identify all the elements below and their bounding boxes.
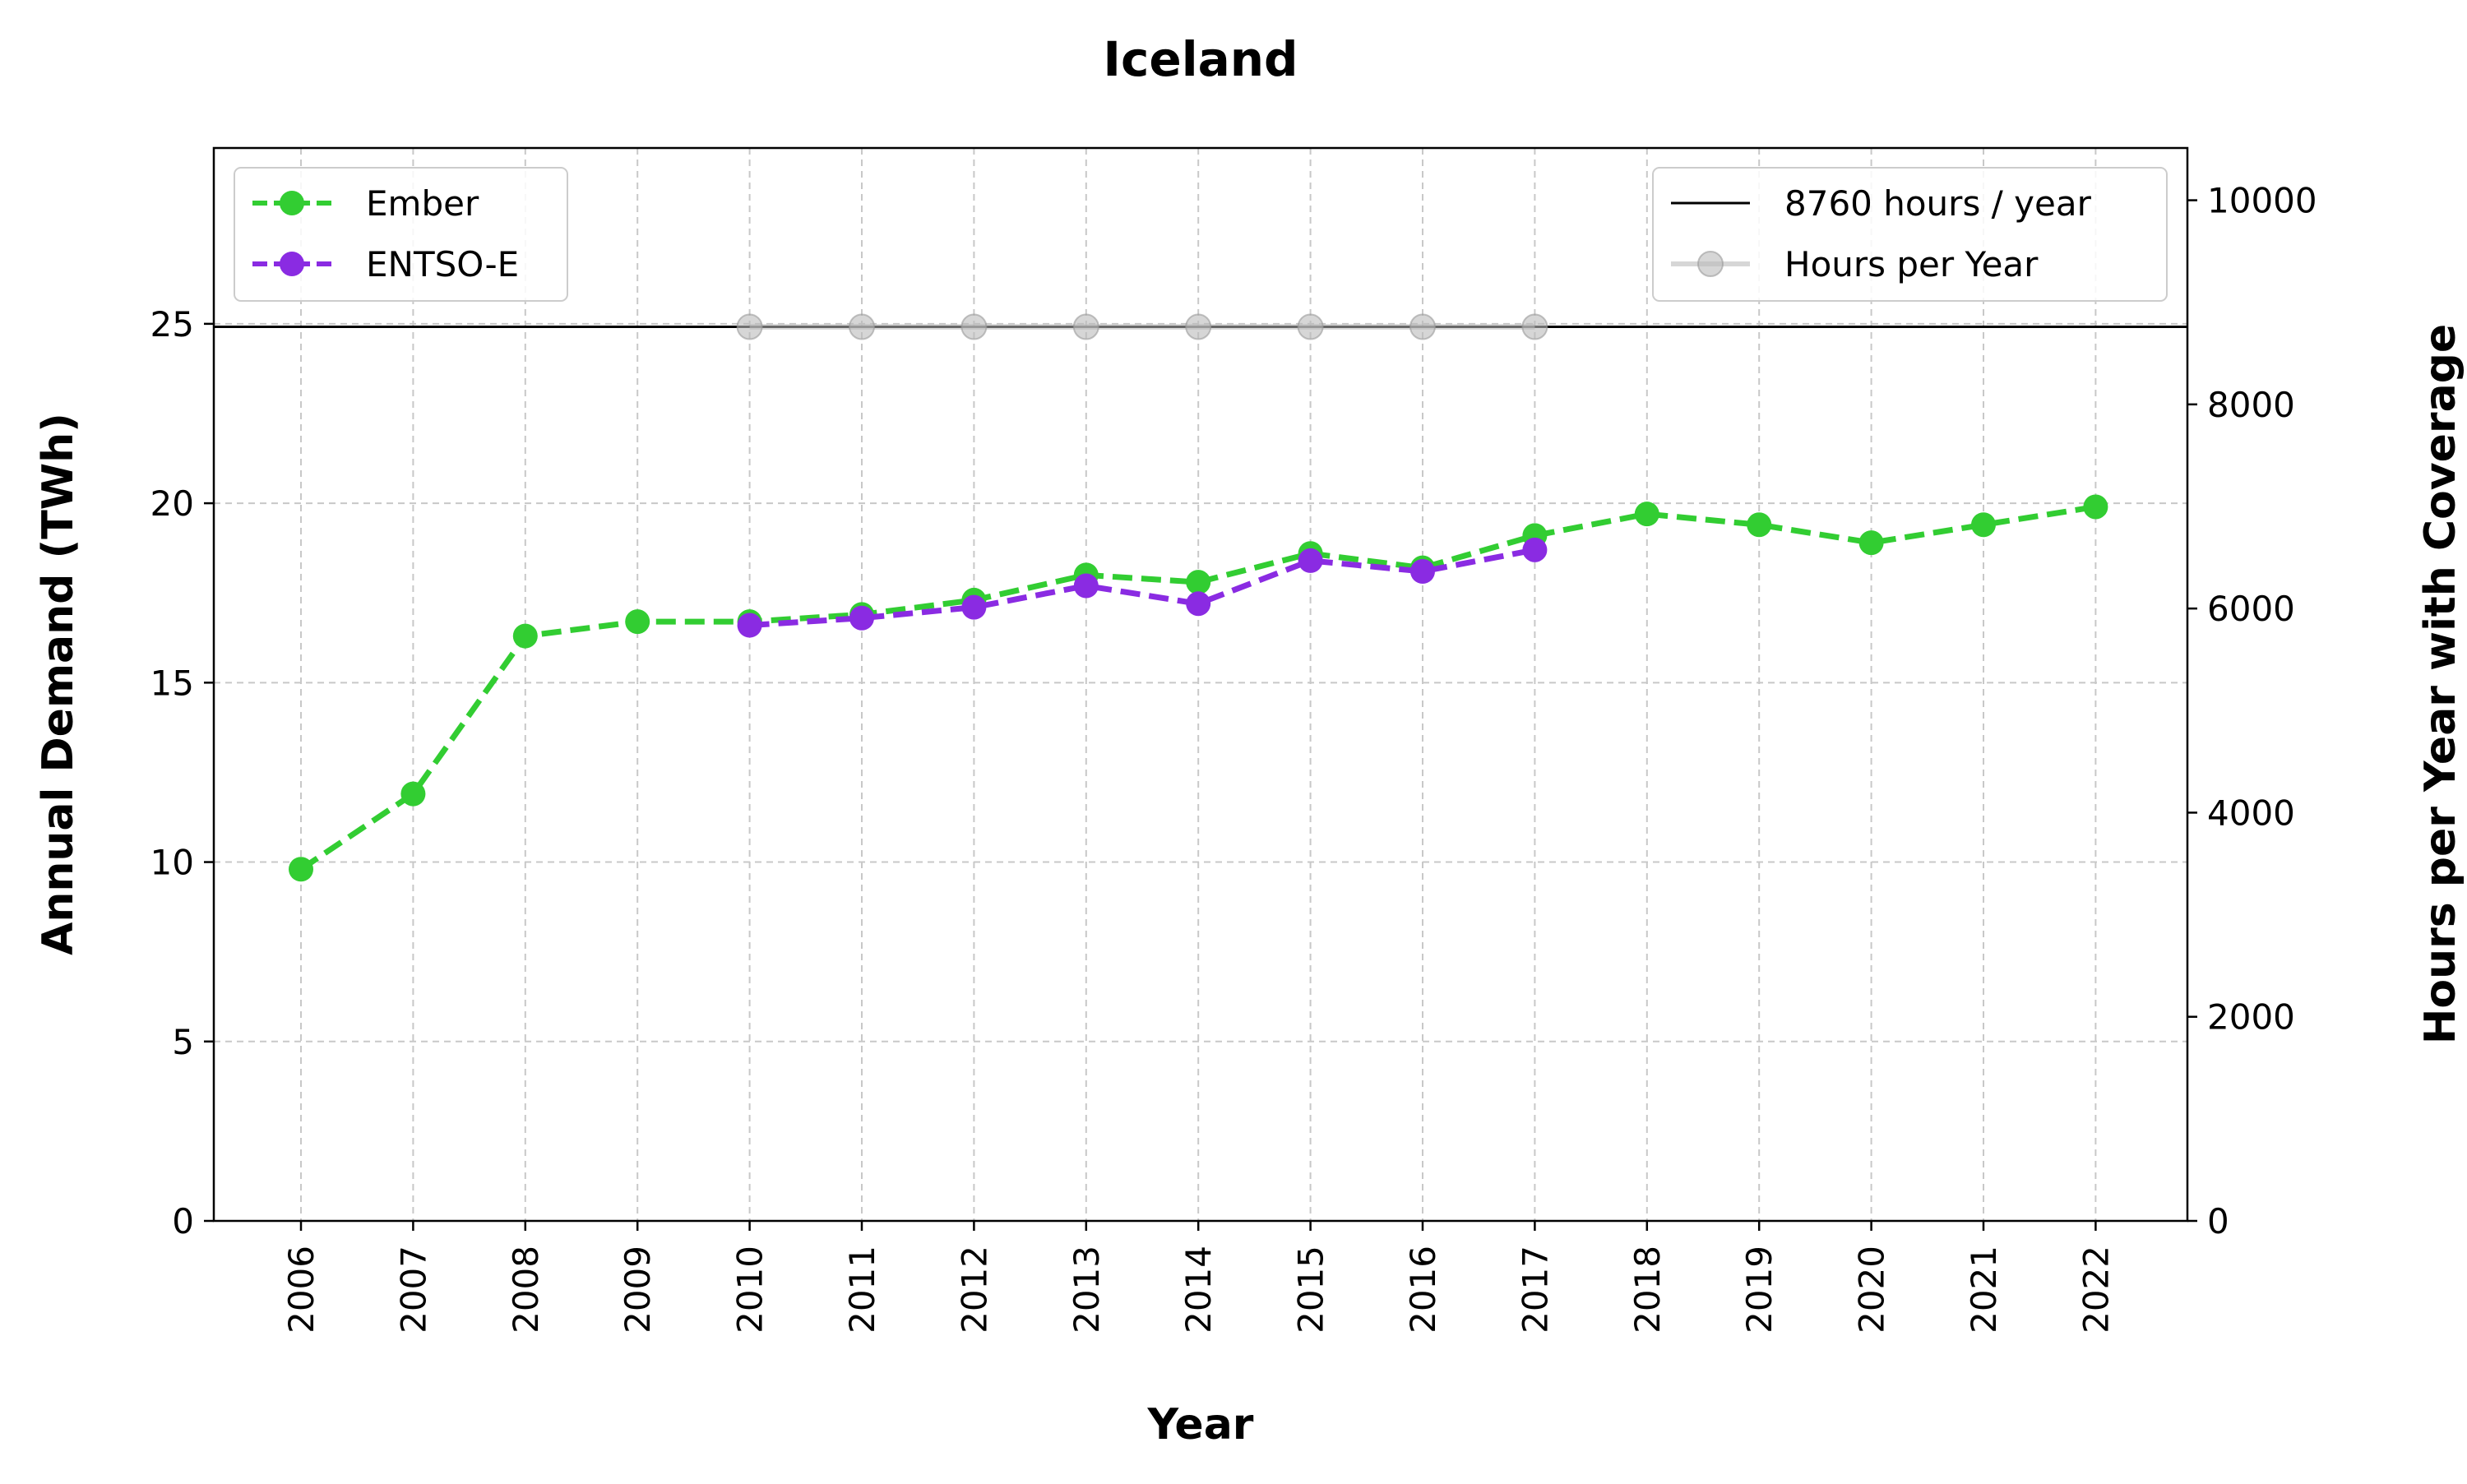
- y-right-tick-label: 8000: [2207, 385, 2295, 425]
- y-right-tick-label: 10000: [2207, 181, 2317, 221]
- series-point-ember: [512, 623, 538, 649]
- x-tick-label: 2012: [954, 1246, 994, 1334]
- legend-entsoe-marker: [280, 252, 304, 276]
- y-left-tick-label: 5: [172, 1022, 194, 1062]
- legend-ember-marker: [280, 191, 304, 215]
- legend-right-box: [1652, 167, 2168, 302]
- series-plots: [289, 313, 2108, 882]
- y-right-tick-label: 6000: [2207, 589, 2295, 629]
- x-tick-label: 2009: [618, 1246, 658, 1334]
- series-point-ember: [1634, 502, 1659, 527]
- x-tick-label: 2016: [1403, 1246, 1443, 1334]
- series-point-hours-per-year: [960, 313, 988, 340]
- x-tick-label: 2008: [506, 1246, 546, 1334]
- y-left-tick-label: 10: [150, 843, 194, 883]
- x-tick-label: 2017: [1515, 1246, 1555, 1334]
- series-point-entso-e: [1073, 573, 1099, 599]
- x-tick-label: 2007: [393, 1246, 433, 1334]
- y-right-tick-label: 2000: [2207, 997, 2295, 1038]
- x-tick-label: 2022: [2076, 1246, 2116, 1334]
- series-point-entso-e: [849, 605, 874, 631]
- x-tick-label: 2020: [1852, 1246, 1892, 1334]
- legend-left: Ember ENTSO-E: [234, 167, 568, 302]
- series-point-entso-e: [1298, 548, 1323, 573]
- series-point-entso-e: [1410, 559, 1435, 585]
- x-tick-label: 2014: [1178, 1246, 1219, 1334]
- legend-right: 8760 hours / year Hours per Year: [1652, 167, 2168, 302]
- y-right-tick-label: 4000: [2207, 793, 2295, 833]
- y-left-tick-label: 25: [150, 304, 194, 344]
- series-line-entso-e: [749, 547, 1536, 628]
- x-tick-label: 2010: [730, 1246, 771, 1334]
- series-point-ember: [625, 609, 650, 635]
- x-tick-label: 2006: [281, 1246, 322, 1334]
- series-point-hours-per-year: [1072, 313, 1099, 340]
- legend-hours-label: Hours per Year: [1784, 244, 2039, 284]
- series-point-hours-per-year: [1521, 313, 1548, 340]
- x-tick-label: 2019: [1739, 1246, 1780, 1334]
- y-right-tick-label: 0: [2207, 1201, 2229, 1241]
- series-point-ember: [1858, 530, 1884, 556]
- legend-reference-label: 8760 hours / year: [1784, 183, 2092, 224]
- series-point-entso-e: [961, 594, 987, 620]
- series-point-entso-e: [1522, 537, 1548, 562]
- x-tick-label: 2015: [1291, 1246, 1331, 1334]
- legend-entsoe-label: ENTSO-E: [366, 244, 519, 284]
- y-left-tick-label: 20: [150, 483, 194, 524]
- series-point-entso-e: [1186, 591, 1211, 617]
- x-tick-label: 2021: [1964, 1246, 2004, 1334]
- series-point-hours-per-year: [1185, 313, 1212, 340]
- series-point-ember: [2083, 494, 2108, 520]
- series-point-hours-per-year: [1409, 313, 1436, 340]
- series-point-ember: [1747, 512, 1772, 538]
- plot-frame: [212, 146, 2189, 1223]
- series-point-hours-per-year: [1297, 313, 1324, 340]
- y-left-axis-label: Annual Demand (TWh): [34, 413, 83, 955]
- x-tick-label: 2011: [842, 1246, 882, 1334]
- series-point-entso-e: [737, 613, 762, 638]
- series-point-ember: [1186, 570, 1211, 595]
- series-point-hours-per-year: [849, 313, 875, 340]
- y-right-axis-label: Hours per Year with Coverage: [2416, 324, 2465, 1044]
- x-tick-label: 2018: [1627, 1246, 1668, 1334]
- grid-lines: [214, 148, 2187, 1221]
- x-axis-label: Year: [1147, 1400, 1254, 1449]
- y-left-axis-ticks: 0 5 10 15 20 25: [150, 304, 214, 1241]
- y-right-axis-ticks: 0 2000 4000 6000 8000 10000: [2187, 181, 2317, 1241]
- legend-hours-marker: [1697, 251, 1724, 277]
- series-point-hours-per-year: [736, 313, 763, 340]
- series-point-ember: [289, 857, 313, 882]
- series-line-ember: [299, 503, 2096, 872]
- legend-ember-label: Ember: [366, 183, 479, 224]
- y-left-tick-label: 15: [150, 663, 194, 703]
- x-tick-label: 2013: [1067, 1246, 1107, 1334]
- x-axis-ticks: 2006 2007 2008 2009 2010 2011 2012 2013 2014 2015…: [281, 1221, 2116, 1334]
- series-point-ember: [1971, 512, 1996, 538]
- y-left-tick-label: 0: [172, 1201, 194, 1241]
- chart-title: Iceland: [1103, 31, 1298, 87]
- series-point-ember: [400, 781, 426, 807]
